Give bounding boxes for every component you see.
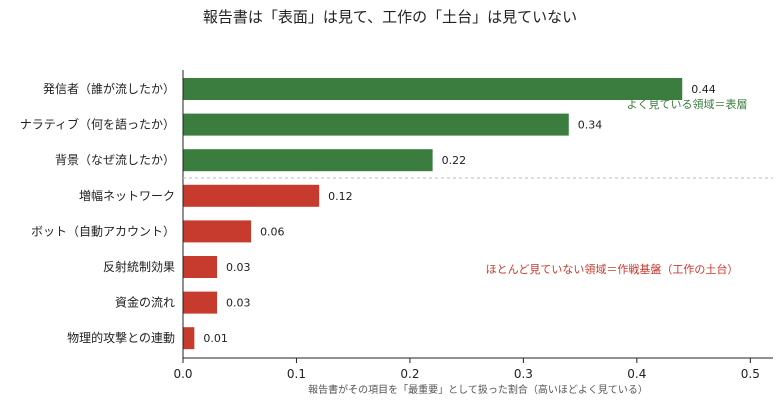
category-label: ボット（自動アカウント） xyxy=(31,224,175,238)
annotation-base: ほとんど見ていない領域＝作戦基盤（工作の土台） xyxy=(486,262,739,276)
category-label: 背景（なぜ流したか） xyxy=(55,153,175,167)
category-label: 発信者（誰が流したか） xyxy=(43,81,175,96)
value-label: 0.44 xyxy=(691,83,716,96)
value-label: 0.01 xyxy=(203,332,228,345)
value-label: 0.03 xyxy=(226,261,251,274)
x-axis: 0.0 0.1 0.2 0.3 0.4 0.5 xyxy=(173,70,773,381)
chart-title: 報告書は「表面」は見て、工作の「土台」は見ていない xyxy=(203,8,577,26)
value-label: 0.03 xyxy=(226,297,251,310)
category-label: 反射統制効果 xyxy=(103,259,175,274)
category-label: ナラティブ（何を語ったか） xyxy=(20,117,175,132)
category-label: 資金の流れ xyxy=(115,295,175,310)
bar xyxy=(183,113,569,136)
category-label: 物理的攻撃との連動 xyxy=(67,330,175,345)
x-axis-label: 報告書がその項目を「最重要」として扱った割合（高いほどよく見ている） xyxy=(308,383,648,396)
bar xyxy=(183,327,195,350)
x-tick-label: 0.1 xyxy=(287,367,306,381)
bar xyxy=(183,78,683,100)
value-label: 0.12 xyxy=(328,190,353,203)
bar xyxy=(183,149,433,172)
bars: 発信者（誰が流したか） 0.44 ナラティブ（何を語ったか） 0.34 背景（なぜ流した… xyxy=(20,78,716,350)
value-label: 0.06 xyxy=(260,225,285,238)
x-tick-label: 0.3 xyxy=(514,367,533,381)
x-tick-label: 0.4 xyxy=(627,367,646,381)
value-label: 0.34 xyxy=(578,119,603,132)
x-tick-label: 0.5 xyxy=(741,367,760,381)
category-label: 増幅ネットワーク xyxy=(79,188,175,203)
annotation-surface: よく見ている領域＝表層 xyxy=(627,97,748,111)
value-label: 0.22 xyxy=(442,154,467,167)
bar xyxy=(183,256,218,278)
bar xyxy=(183,220,252,243)
x-tick-label: 0.2 xyxy=(400,367,419,381)
bar xyxy=(183,291,218,314)
bar xyxy=(183,184,320,207)
x-tick-label: 0.0 xyxy=(173,367,192,381)
